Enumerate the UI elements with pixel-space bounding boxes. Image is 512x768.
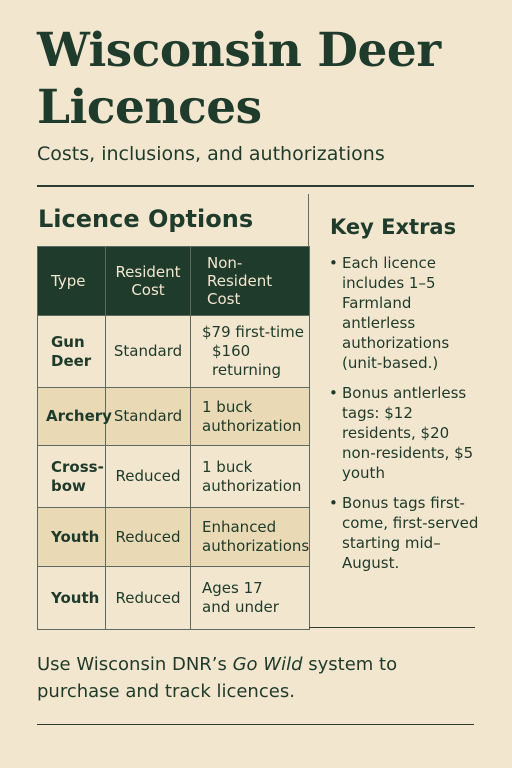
nonresident-line-2: authorizations xyxy=(202,537,310,555)
licence-type: Archery xyxy=(37,387,112,446)
resident-cost: Reduced xyxy=(105,507,191,567)
column-header-nonresident-cost: Non-Resident Cost xyxy=(190,246,310,316)
licence-type: Youth xyxy=(37,566,106,630)
nonresident-line-1: $79 first-time xyxy=(202,323,305,341)
nonresident-cost: Ages 17 and under xyxy=(190,566,310,630)
nonresident-line-1: 1 buck xyxy=(202,457,253,476)
licence-type: Gun Deer xyxy=(37,315,106,388)
footer-text-before: Use Wisconsin DNR’s xyxy=(37,654,233,675)
list-item: • Bonus antlerless tags: $12 residents, $… xyxy=(326,383,486,483)
extra-text: Bonus tags first-come, first-served star… xyxy=(342,494,479,572)
resident-cost: Reduced xyxy=(105,445,191,508)
page-subtitle: Costs, inclusions, and authorizations xyxy=(37,143,385,165)
resident-cost: Reduced xyxy=(105,566,191,630)
list-item: • Each licence includes 1–5 Farmland antl… xyxy=(326,253,486,373)
nonresident-cost: 1 buck authorization xyxy=(190,387,310,446)
table-row: Archery Standard 1 buck authorization xyxy=(37,387,310,446)
licence-type: Cross-bow xyxy=(37,445,106,508)
nonresident-line-1: 1 buck xyxy=(202,397,253,416)
nonresident-line-1: Enhanced xyxy=(202,518,277,536)
key-extras-list: • Each licence includes 1–5 Farmland antl… xyxy=(326,253,486,583)
nonresident-cost: 1 buck authorization xyxy=(190,445,310,508)
licence-options-table: Type Resident Cost Non-Resident Cost Gun… xyxy=(37,246,310,630)
page-title: Wisconsin Deer Licences xyxy=(37,23,441,135)
resident-cost: Standard xyxy=(105,387,191,446)
bullet-icon: • xyxy=(329,494,338,512)
list-item: • Bonus tags first-come, first-served sta… xyxy=(326,493,486,573)
bullet-icon: • xyxy=(329,254,338,272)
key-extras-heading: Key Extras xyxy=(330,215,457,239)
licence-type: Youth xyxy=(37,507,106,567)
table-row: Gun Deer Standard $79 first-time $160 re… xyxy=(37,315,310,388)
licence-options-heading: Licence Options xyxy=(38,205,254,233)
nonresident-line-1: Ages 17 xyxy=(202,579,263,597)
table-row: Youth Reduced Ages 17 and under xyxy=(37,566,310,630)
footer-text-after: system to purchase and track licences. xyxy=(37,654,398,702)
nonresident-line-2: authorization xyxy=(202,476,302,495)
table-row: Youth Reduced Enhanced authorizations xyxy=(37,507,310,567)
nonresident-line-2: authorization xyxy=(202,416,302,435)
header-divider xyxy=(37,185,474,187)
nonresident-cost: Enhanced authorizations xyxy=(190,507,310,567)
footer-note: Use Wisconsin DNR’s Go Wild system to pu… xyxy=(37,651,477,705)
column-header-type: Type xyxy=(37,246,106,316)
extras-bottom-divider xyxy=(309,627,475,628)
extra-text: Each licence includes 1–5 Farmland antle… xyxy=(342,254,450,372)
column-header-resident-cost: Resident Cost xyxy=(105,246,191,316)
nonresident-cost: $79 first-time $160 returning xyxy=(190,315,310,388)
go-wild-system-name: Go Wild xyxy=(232,654,303,675)
table-row: Cross-bow Reduced 1 buck authorization xyxy=(37,445,310,508)
column-divider xyxy=(308,194,309,246)
bullet-icon: • xyxy=(329,384,338,402)
nonresident-line-2: $160 returning xyxy=(212,342,282,379)
resident-cost: Standard xyxy=(105,315,191,388)
nonresident-line-2: and under xyxy=(202,598,279,616)
footer-divider xyxy=(37,724,474,725)
extra-text: Bonus antlerless tags: $12 residents, $2… xyxy=(342,384,474,482)
table-header-row: Type Resident Cost Non-Resident Cost xyxy=(37,246,310,316)
